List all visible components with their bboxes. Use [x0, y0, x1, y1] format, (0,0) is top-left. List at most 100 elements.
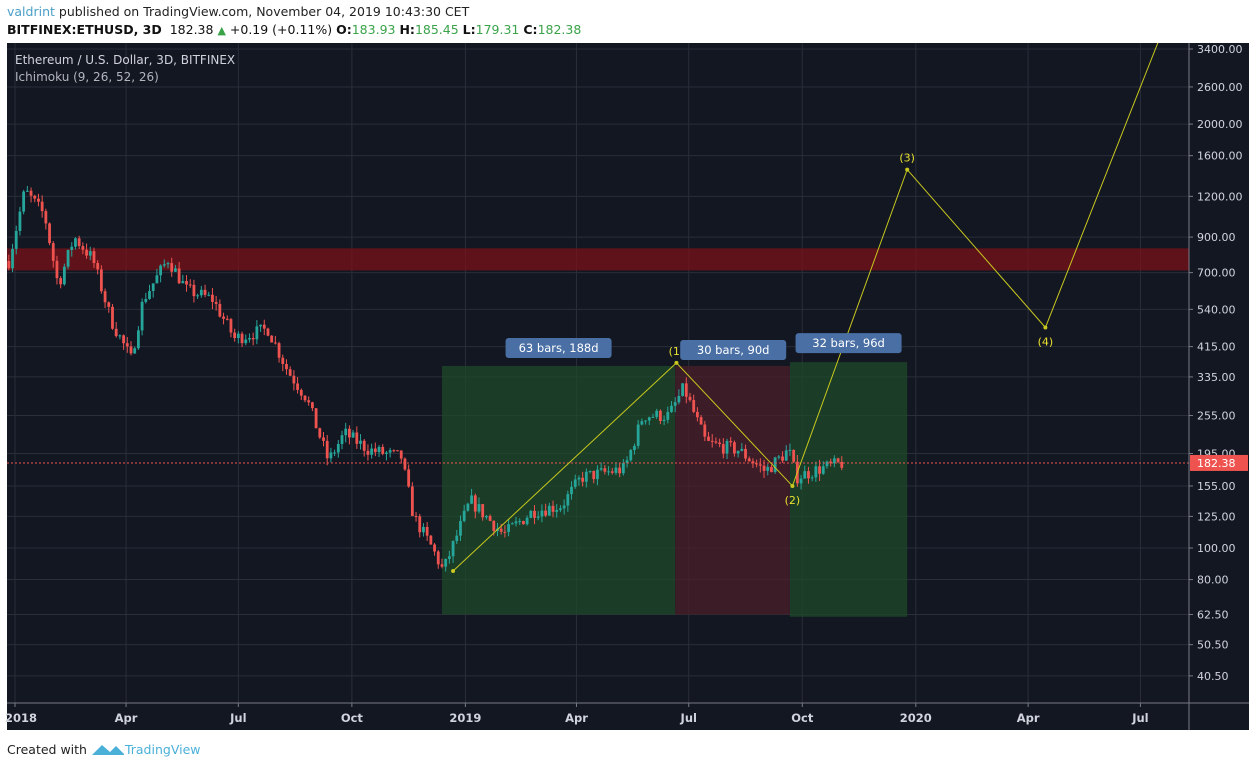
author-link[interactable]: valdrint [7, 4, 55, 19]
candle-body [570, 486, 573, 495]
candle-body [229, 319, 233, 333]
candle-body [44, 211, 48, 224]
candle-body [140, 301, 144, 331]
time-tick-label[interactable]: 2020 [900, 711, 932, 725]
candle-body [577, 477, 581, 480]
candle-body [703, 424, 707, 437]
candle-body [670, 405, 673, 412]
candle-body [188, 284, 192, 286]
price-tick-label[interactable]: 900.00 [1197, 231, 1236, 244]
candle-body [111, 306, 114, 329]
date-range-box [789, 362, 908, 617]
date-range-label-text: 32 bars, 96d [812, 336, 885, 350]
candle-body [59, 278, 63, 285]
last-price-badge-text: 182.38 [1197, 457, 1236, 470]
candle-body [625, 460, 629, 463]
candle-body [692, 400, 696, 412]
time-tick-label[interactable]: 2019 [449, 711, 481, 725]
price-tick-label[interactable]: 125.00 [1197, 510, 1236, 523]
time-tick-label[interactable]: Apr [565, 711, 588, 725]
time-tick-label[interactable]: Jul [1131, 711, 1148, 725]
price-tick-label[interactable]: 1200.00 [1197, 190, 1243, 203]
price-chart[interactable]: (1)(2)(3)(4)63 bars, 188d 30 bars, 90d 32 … [0, 42, 1256, 734]
candle-body [388, 450, 392, 453]
time-tick-label[interactable]: 2018 [5, 711, 37, 725]
candle-body [74, 238, 77, 247]
time-tick-label[interactable]: Oct [341, 711, 364, 725]
time-tick-label[interactable]: Oct [791, 711, 814, 725]
price-tick-label[interactable]: 2000.00 [1197, 118, 1243, 131]
price-tick-label[interactable]: 1600.00 [1197, 150, 1243, 163]
candle-body [348, 428, 351, 438]
price-tick-label[interactable]: 415.00 [1197, 341, 1236, 354]
candle-body [499, 528, 503, 532]
time-tick-label[interactable]: Jul [229, 711, 246, 725]
candle-body [148, 291, 151, 299]
candle-body [451, 541, 455, 557]
price-tick-label[interactable]: 50.50 [1197, 639, 1229, 652]
candle-body [85, 249, 88, 256]
wave-point [905, 167, 910, 172]
candle-body [455, 535, 459, 542]
candle-body [610, 471, 614, 473]
candle-body [514, 521, 518, 524]
candle-body [37, 198, 40, 202]
price-tick-label[interactable]: 62.50 [1197, 608, 1229, 621]
candle-body [533, 510, 536, 518]
candle-body [829, 461, 833, 464]
candle-body [540, 510, 544, 517]
date-range-box [441, 365, 676, 615]
candle-body [77, 238, 81, 247]
candle-body [66, 249, 70, 267]
time-tick-label[interactable]: Apr [115, 711, 138, 725]
candle-body [770, 466, 773, 473]
price-change: +0.19 (+0.11%) [229, 22, 333, 37]
price-tick-label[interactable]: 40.50 [1197, 670, 1229, 683]
price-tick-label[interactable]: 255.00 [1197, 410, 1236, 423]
candle-body [810, 477, 814, 479]
candle-body [92, 251, 96, 263]
candle-body [729, 440, 733, 443]
price-tick-label[interactable]: 700.00 [1197, 267, 1236, 280]
price-tick-label[interactable]: 335.00 [1197, 371, 1236, 384]
candle-body [107, 302, 111, 307]
candle-body [688, 396, 692, 401]
candle-body [718, 442, 722, 445]
candle-body [603, 468, 607, 472]
candle-body [488, 515, 492, 521]
candle-body [381, 446, 385, 454]
time-tick-label[interactable]: Jul [680, 711, 697, 725]
candle-body [340, 435, 344, 444]
candle-body [159, 265, 163, 276]
candle-body [333, 452, 337, 454]
candle-body [403, 458, 407, 470]
candle-body [777, 456, 781, 458]
candle-body [840, 461, 844, 468]
candle-body [699, 417, 703, 425]
candle-body [248, 337, 251, 340]
candle-body [48, 223, 51, 244]
candle-body [447, 556, 451, 559]
candle-body [177, 268, 181, 284]
candle-body [7, 260, 11, 269]
wave-point [1043, 325, 1048, 330]
date-range-label-text: 30 bars, 90d [697, 343, 770, 357]
candle-body [29, 190, 33, 196]
candle-body [440, 564, 444, 567]
candle-body [296, 383, 299, 390]
wave-point [451, 568, 456, 573]
price-tick-label[interactable]: 540.00 [1197, 303, 1236, 316]
indicator-label[interactable]: Ichimoku (9, 26, 52, 26) [15, 70, 159, 84]
price-tick-label[interactable]: 100.00 [1197, 542, 1236, 555]
time-tick-label[interactable]: Apr [1017, 711, 1040, 725]
price-tick-label[interactable]: 80.00 [1197, 574, 1229, 587]
candle-body [214, 301, 218, 304]
candle-body [392, 450, 396, 452]
candle-body [758, 464, 762, 466]
price-tick-label[interactable]: 3400.00 [1197, 43, 1243, 56]
price-tick-label[interactable]: 155.00 [1197, 480, 1236, 493]
price-tick-label[interactable]: 2600.00 [1197, 81, 1243, 94]
candle-body [236, 333, 240, 339]
tradingview-link[interactable]: TradingView [124, 742, 201, 757]
candle-body [525, 517, 529, 525]
